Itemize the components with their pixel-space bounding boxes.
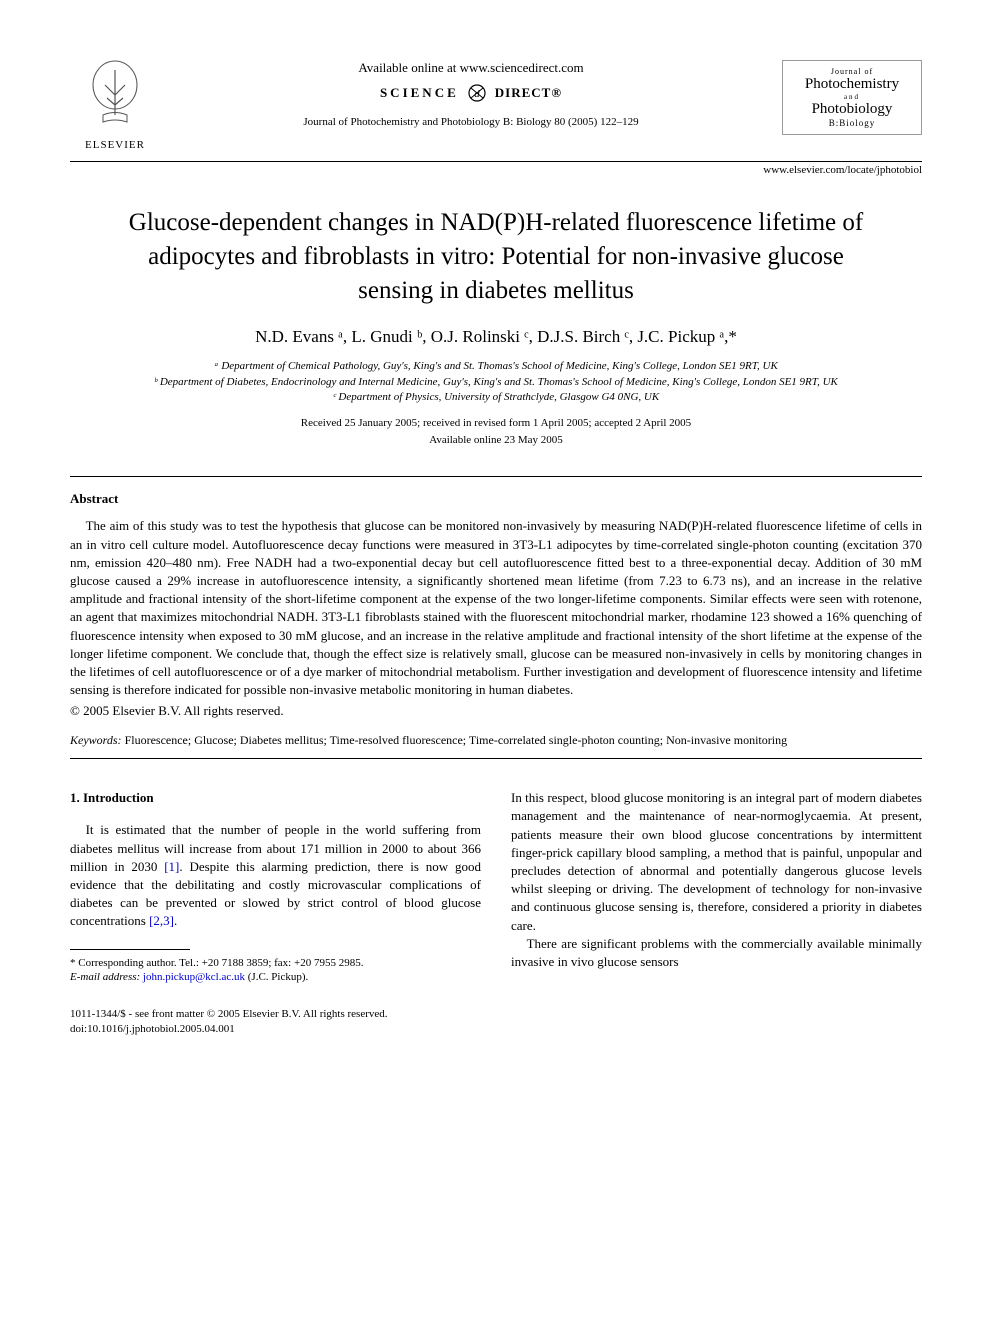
abstract-text: The aim of this study was to test the hy…: [70, 517, 922, 699]
column-right: In this respect, blood glucose monitorin…: [511, 789, 922, 1037]
journal-box-line5: B:Biology: [787, 118, 917, 128]
abstract-heading: Abstract: [70, 491, 922, 507]
sciencedirect-logo: SCIENCE d DIRECT®: [160, 84, 782, 102]
footnote-separator: [70, 949, 190, 950]
footnote-block: * Corresponding author. Tel.: +20 7188 3…: [70, 956, 481, 986]
abstract-top-rule: [70, 476, 922, 477]
reference-link-1[interactable]: [1]: [164, 859, 179, 874]
authors-list: N.D. Evans ᵃ, L. Gnudi ᵇ, O.J. Rolinski …: [70, 327, 922, 347]
journal-box-line4: Photobiology: [787, 101, 917, 118]
email-line: E-mail address: john.pickup@kcl.ac.uk (J…: [70, 970, 481, 985]
elsevier-label: ELSEVIER: [70, 139, 160, 151]
intro-text-post: .: [174, 913, 177, 928]
available-online-text: Available online at www.sciencedirect.co…: [160, 60, 782, 76]
article-title: Glucose-dependent changes in NAD(P)H-rel…: [110, 206, 882, 307]
footer-block: 1011-1344/$ - see front matter © 2005 El…: [70, 1007, 481, 1037]
body-columns: 1. Introduction It is estimated that the…: [70, 789, 922, 1037]
intro-col2-p2: There are significant problems with the …: [511, 935, 922, 971]
email-link[interactable]: john.pickup@kcl.ac.uk: [143, 971, 245, 983]
footer-doi: doi:10.1016/j.jphotobiol.2005.04.001: [70, 1022, 481, 1037]
svg-text:d: d: [474, 88, 480, 100]
keywords: Keywords: Fluorescence; Glucose; Diabete…: [70, 733, 922, 748]
keywords-label: Keywords:: [70, 733, 122, 747]
journal-box-line2: Photochemistry: [787, 76, 917, 93]
corresponding-author: * Corresponding author. Tel.: +20 7188 3…: [70, 956, 481, 971]
affiliation-c: ᶜ Department of Physics, University of S…: [100, 390, 892, 405]
reference-link-23[interactable]: [2,3]: [149, 913, 174, 928]
online-date: Available online 23 May 2005: [70, 432, 922, 449]
affiliations: ᵃ Department of Chemical Pathology, Guy'…: [100, 359, 892, 405]
header-row: ELSEVIER Available online at www.science…: [70, 60, 922, 151]
sciencedirect-swirl-icon: d: [463, 84, 491, 102]
abstract-bottom-rule: [70, 758, 922, 759]
affiliation-a: ᵃ Department of Chemical Pathology, Guy'…: [100, 359, 892, 374]
received-date: Received 25 January 2005; received in re…: [70, 415, 922, 432]
column-left: 1. Introduction It is estimated that the…: [70, 789, 481, 1037]
journal-box-line3: and: [787, 93, 917, 101]
article-dates: Received 25 January 2005; received in re…: [70, 415, 922, 448]
sd-direct-text: DIRECT®: [495, 85, 562, 100]
elsevier-tree-icon: [85, 60, 145, 130]
locate-url: www.elsevier.com/locate/jphotobiol: [70, 164, 922, 176]
abstract-copyright: © 2005 Elsevier B.V. All rights reserved…: [70, 703, 922, 719]
journal-logo-box: Journal of Photochemistry and Photobiolo…: [782, 60, 922, 135]
footer-copyright: 1011-1344/$ - see front matter © 2005 El…: [70, 1007, 481, 1022]
sd-science-text: SCIENCE: [380, 85, 459, 100]
header-rule: [70, 161, 922, 162]
header-center: Available online at www.sciencedirect.co…: [160, 60, 782, 128]
introduction-heading: 1. Introduction: [70, 789, 481, 807]
journal-box-line1: Journal of: [787, 67, 917, 76]
intro-paragraph-1: It is estimated that the number of peopl…: [70, 821, 481, 930]
elsevier-logo: ELSEVIER: [70, 60, 160, 151]
intro-col2-p1: In this respect, blood glucose monitorin…: [511, 789, 922, 935]
keywords-text: Fluorescence; Glucose; Diabetes mellitus…: [122, 733, 788, 747]
affiliation-b: ᵇ Department of Diabetes, Endocrinology …: [100, 375, 892, 390]
email-label: E-mail address:: [70, 971, 140, 983]
email-suffix: (J.C. Pickup).: [245, 971, 308, 983]
journal-reference: Journal of Photochemistry and Photobiolo…: [160, 116, 782, 128]
page-container: ELSEVIER Available online at www.science…: [0, 0, 992, 1077]
